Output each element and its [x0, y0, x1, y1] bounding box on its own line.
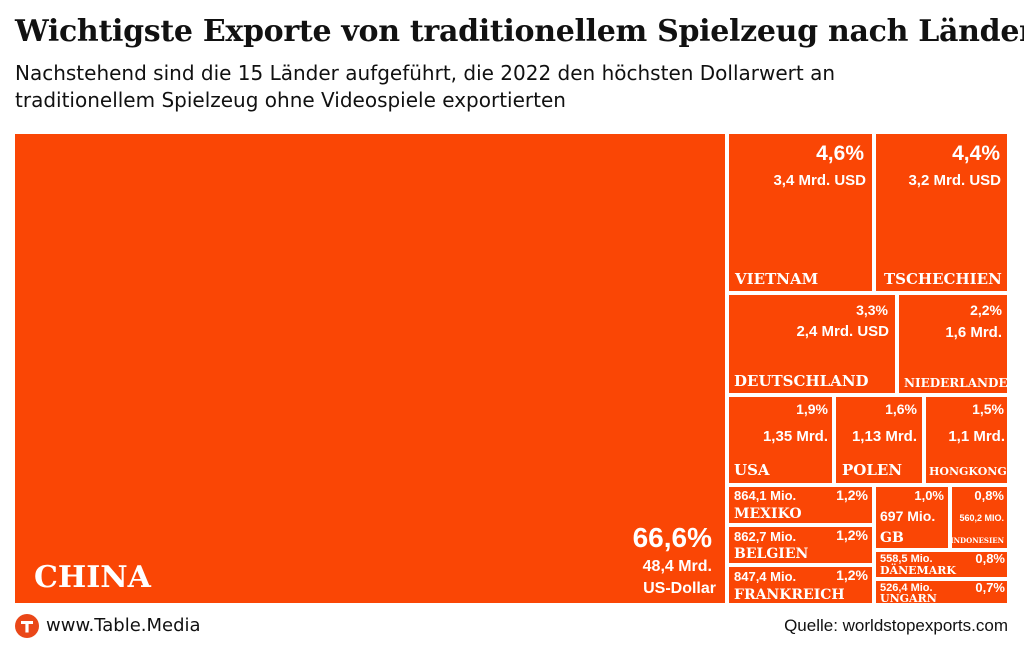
tile-label-share: 1,9%	[796, 401, 828, 417]
tile-label-country: DÄNEMARK	[880, 563, 956, 577]
tile-label-country: GB	[880, 530, 904, 546]
tile-label-share: 1,2%	[836, 487, 868, 503]
tile-label-country: BELGIEN	[734, 546, 809, 562]
tile-label-country: MEXIKO	[734, 506, 802, 522]
tile-label-country: INDONESIEN	[950, 536, 1004, 545]
tile-label-value: 1,13 Mrd.	[852, 428, 917, 445]
tile-label-value: 697 Mio.	[880, 508, 935, 524]
treemap-tile-usa: 1,9% 1,35 Mrd. USA	[729, 397, 832, 483]
tile-label-share: 2,2%	[970, 302, 1002, 318]
treemap-tile-hongkong: 1,5% 1,1 Mrd. HONGKONG	[926, 397, 1007, 483]
tile-label-share: 1,5%	[972, 401, 1004, 417]
tile-label-share: 1,2%	[836, 567, 868, 583]
tile-rect-mexiko	[729, 487, 872, 523]
treemap-tile-indonesien: 0,8% 560,2 MIO. INDONESIEN	[950, 487, 1007, 548]
tile-label-share: 1,2%	[836, 527, 868, 543]
chart-subtitle: Nachstehend sind die 15 Länder aufgeführ…	[15, 61, 836, 112]
tile-label-value: 560,2 MIO.	[959, 513, 1004, 523]
tile-rect-niederlande	[899, 295, 1007, 393]
tile-rect-ungarn	[876, 581, 1007, 603]
tile-label-country: UNGARN	[880, 592, 937, 605]
treemap-tile-china: CHINA 66,6% 48,4 Mrd. US-Dollar	[15, 134, 725, 603]
tile-label-country: FRANKREICH	[734, 587, 845, 603]
tile-label-country: HONGKONG	[929, 465, 1007, 478]
tile-label-value-line2: US-Dollar	[643, 580, 716, 597]
treemap-tile-tschechien: 4,4% 3,2 Mrd. USD TSCHECHIEN	[876, 134, 1007, 291]
tile-label-share: 4,4%	[952, 142, 1000, 165]
tile-rect-hongkong	[926, 397, 1007, 483]
footer-source: Quelle: worldstopexports.com	[784, 616, 1008, 635]
tile-label-share: 1,6%	[885, 401, 917, 417]
tile-rect-gb	[876, 487, 948, 548]
tile-rect-polen	[836, 397, 922, 483]
tile-label-value: 3,4 Mrd. USD	[773, 172, 866, 189]
tile-label-value: 1,6 Mrd.	[945, 324, 1002, 341]
tile-label-country: VIETNAM	[734, 270, 818, 288]
tile-label-value: 864,1 Mio.	[734, 488, 796, 503]
tile-label-share: 3,3%	[856, 302, 888, 318]
tile-label-share: 0,8%	[974, 488, 1004, 503]
tile-label-share: 4,6%	[816, 142, 864, 165]
tile-rect-daenemark	[876, 552, 1007, 577]
tile-label-country: NIEDERLANDE	[904, 376, 1008, 390]
tile-label-value: 1,1 Mrd.	[948, 428, 1005, 445]
tile-rect-indonesien	[952, 487, 1007, 548]
treemap-tile-mexiko: 864,1 Mio. 1,2% MEXIKO	[729, 487, 872, 523]
treemap-tile-niederlande: 2,2% 1,6 Mrd. NIEDERLANDE	[899, 295, 1008, 393]
tile-label-value: 862,7 Mio.	[734, 529, 796, 544]
tile-label-share: 0,8%	[975, 551, 1005, 566]
tile-rect-belgien	[729, 527, 872, 563]
chart-title: Wichtigste Exporte von traditionellem Sp…	[15, 14, 1024, 49]
tile-label-country: POLEN	[842, 461, 902, 479]
tile-label-value: 3,2 Mrd. USD	[908, 172, 1001, 189]
tile-label-country: CHINA	[34, 560, 152, 595]
tile-label-value-line1: 48,4 Mrd.	[643, 558, 712, 575]
footer-url[interactable]: www.Table.Media	[46, 615, 201, 636]
treemap-tile-gb: 1,0% 697 Mio. GB	[876, 487, 948, 548]
treemap-tile-deutschland: 3,3% 2,4 Mrd. USD DEUTSCHLAND	[729, 295, 895, 393]
tile-rect-vietnam	[729, 134, 872, 291]
treemap-tile-daenemark: 558,5 Mio. 0,8% DÄNEMARK	[876, 551, 1007, 577]
treemap-tile-polen: 1,6% 1,13 Mrd. POLEN	[836, 397, 922, 483]
tile-label-value: 558,5 Mio.	[880, 553, 933, 565]
tile-rect-usa	[729, 397, 832, 483]
treemap-tile-vietnam: 4,6% 3,4 Mrd. USD VIETNAM	[729, 134, 872, 291]
table-media-logo-icon	[15, 614, 39, 638]
tile-label-value: 2,4 Mrd. USD	[796, 323, 889, 340]
tile-rect-tschechien	[876, 134, 1007, 291]
tile-label-country: DEUTSCHLAND	[734, 372, 869, 390]
tile-label-country: TSCHECHIEN	[884, 270, 1002, 288]
tile-rect-deutschland	[729, 295, 895, 393]
tile-label-share: 1,0%	[914, 488, 944, 503]
tile-rect-frankreich	[729, 567, 872, 603]
tile-label-value: 847,4 Mio.	[734, 569, 796, 584]
tile-rect-china	[15, 134, 725, 603]
tile-label-country: USA	[734, 461, 770, 479]
tile-label-share: 66,6%	[633, 522, 712, 553]
treemap-tile-frankreich: 847,4 Mio. 1,2% FRANKREICH	[729, 567, 872, 603]
tile-label-share: 0,7%	[975, 580, 1005, 595]
treemap-tile-belgien: 862,7 Mio. 1,2% BELGIEN	[729, 527, 872, 563]
tile-label-value: 526,4 Mio.	[880, 582, 933, 594]
treemap-tile-ungarn: 526,4 Mio. 0,7% UNGARN	[876, 580, 1007, 605]
tile-label-value: 1,35 Mrd.	[763, 428, 828, 445]
